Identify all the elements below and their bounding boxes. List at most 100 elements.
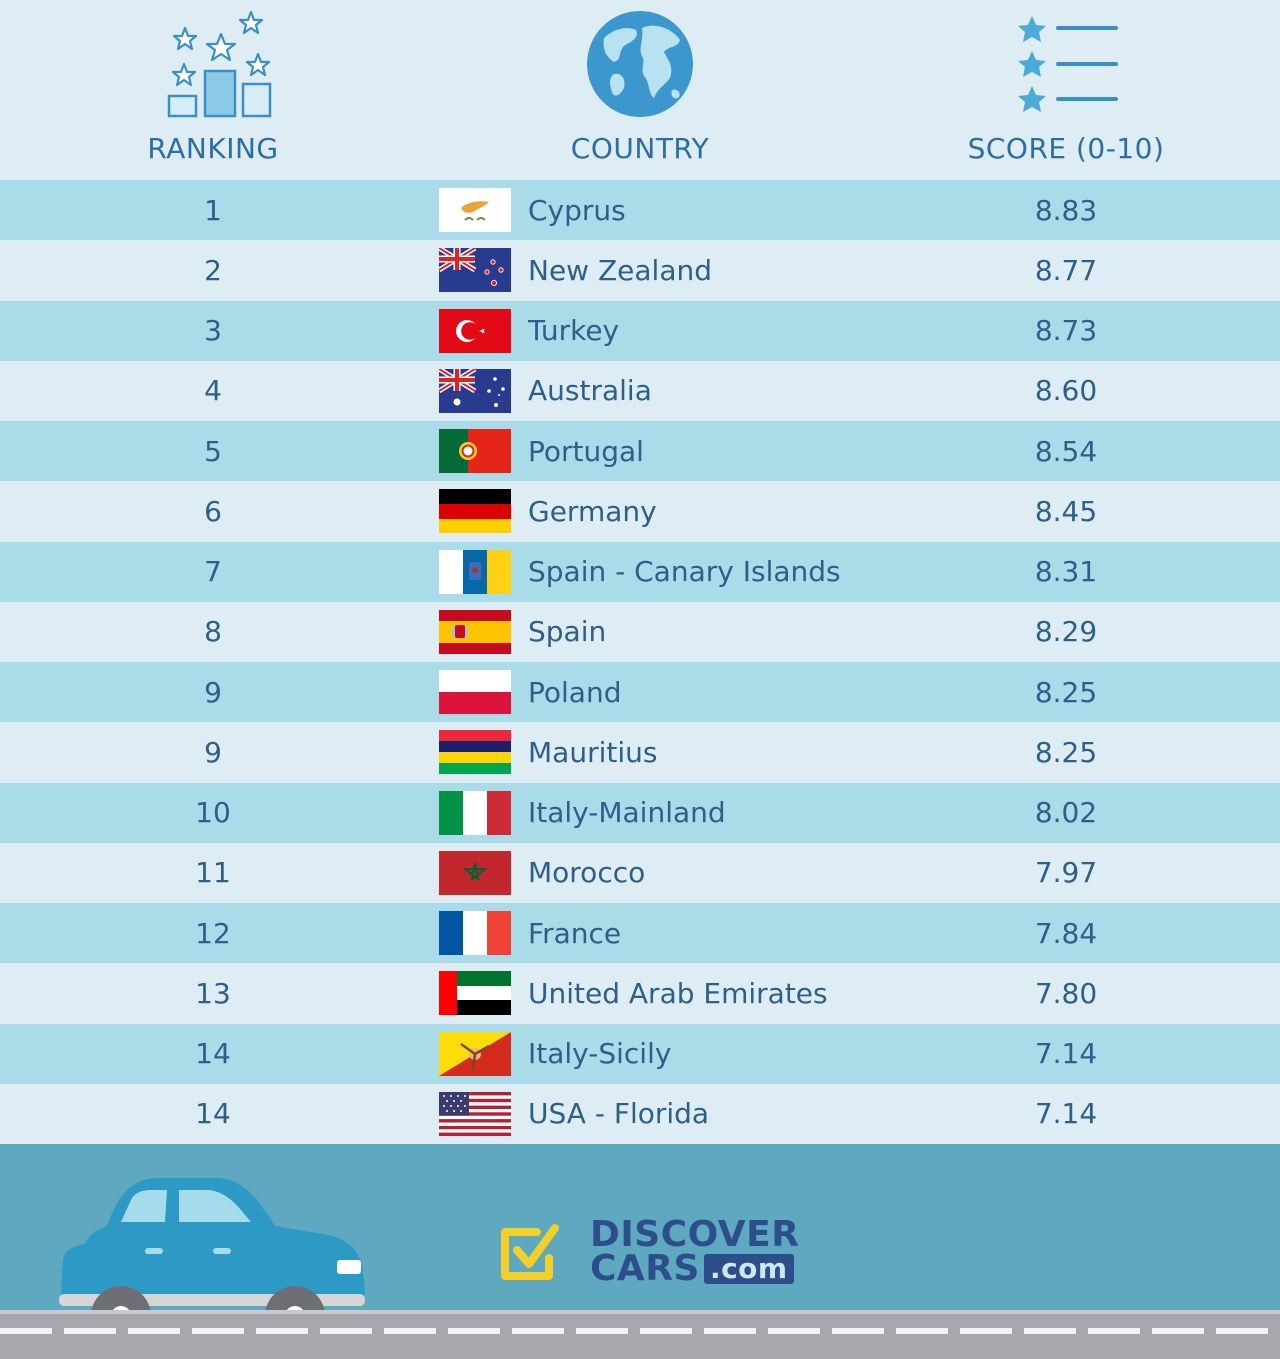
rank-cell: 6 [204,494,222,528]
ranking-column-header: RANKING [73,0,353,180]
country-cell: Italy-Sicily [528,1037,672,1071]
country-cell: Cyprus [528,193,626,227]
score-cell: 8.25 [1034,735,1098,769]
country-cell: Australia [528,374,652,408]
rank-cell: 7 [204,555,222,589]
rank-cell: 10 [195,796,231,830]
score-cell: 8.31 [1034,555,1098,589]
rank-cell: 8 [204,615,222,649]
portugal-flag-icon [439,429,511,474]
rank-cell: 3 [204,314,222,348]
rank-cell: 14 [195,1097,231,1131]
table-row: 2 New Zealand 8.77 [0,240,1280,301]
rank-cell: 12 [195,916,231,950]
footer-banner: DISCOVER CARS .com [0,1144,1280,1359]
country-cell: New Zealand [528,253,712,287]
score-cell: 8.25 [1034,675,1098,709]
score-cell: 8.29 [1034,615,1098,649]
table-row: 5 Portugal 8.54 [0,421,1280,482]
ranking-table: 1 Cyprus 8.83 2 New Zealand 8.77 3 Turkey 8.73 4 A… [0,180,1280,1144]
score-cell: 8.77 [1034,253,1098,287]
table-row: 7 Spain - Canary Islands 8.31 [0,541,1280,602]
score-cell: 8.73 [1034,314,1098,348]
rank-cell: 5 [204,434,222,468]
australia-flag-icon [439,368,511,413]
table-row: 9 Poland 8.25 [0,662,1280,723]
morocco-flag-icon [439,850,511,895]
table-row: 1 Cyprus 8.83 [0,180,1280,241]
score-cell: 8.02 [1034,796,1098,830]
table-row: 3 Turkey 8.73 [0,300,1280,361]
rank-cell: 9 [204,735,222,769]
table-row: 10 Italy-Mainland 8.02 [0,782,1280,843]
logo-line1: DISCOVER [590,1214,800,1255]
country-cell: USA - Florida [528,1097,710,1131]
score-cell: 7.84 [1034,916,1098,950]
country-cell: Portugal [528,434,644,468]
score-header-label: SCORE (0-10) [967,132,1165,165]
rank-cell: 14 [195,1037,231,1071]
canary-islands-flag-icon [439,549,511,594]
country-cell: Turkey [528,314,620,348]
score-column-header: SCORE (0-10) [926,0,1206,180]
table-row: 14 USA - Florida 7.14 [0,1083,1280,1144]
table-row: 4 Australia 8.60 [0,360,1280,421]
poland-flag-icon [439,670,511,715]
country-column-header: COUNTRY [500,0,780,180]
rank-cell: 13 [195,976,231,1010]
country-header-label: COUNTRY [570,132,710,165]
country-cell: United Arab Emirates [528,976,828,1010]
new-zealand-flag-icon [439,248,511,293]
score-cell: 8.54 [1034,434,1098,468]
rank-cell: 1 [204,193,222,227]
country-cell: Morocco [528,856,646,890]
table-row: 11 Morocco 7.97 [0,842,1280,903]
score-cell: 8.60 [1034,374,1098,408]
country-cell: Italy-Mainland [528,796,726,830]
country-cell: Germany [528,494,657,528]
table-row: 13 United Arab Emirates 7.80 [0,963,1280,1024]
usa-flag-icon [439,1091,511,1136]
country-cell: Spain - Canary Islands [528,555,841,589]
logo-suffix: .com [703,1254,794,1284]
mauritius-flag-icon [439,730,511,775]
italy-flag-icon [439,790,511,835]
table-row: 6 Germany 8.45 [0,481,1280,542]
score-cell: 7.14 [1034,1097,1098,1131]
score-cell: 8.83 [1034,193,1098,227]
france-flag-icon [439,911,511,956]
uae-flag-icon [439,971,511,1016]
ranking-header-label: RANKING [147,132,279,165]
check-badge-logo-icon [497,1218,567,1292]
road-lane-markings [0,1328,1280,1334]
table-row: 12 France 7.84 [0,903,1280,964]
rank-cell: 9 [204,675,222,709]
rank-cell: 2 [204,253,222,287]
podium-stars-icon [153,8,273,127]
spain-flag-icon [439,609,511,654]
table-row: 14 Italy-Sicily 7.14 [0,1023,1280,1084]
discovercars-logo: DISCOVER CARS .com [590,1214,800,1289]
country-cell: Spain [528,615,607,649]
score-cell: 7.80 [1034,976,1098,1010]
turkey-flag-icon [439,308,511,353]
score-cell: 7.97 [1034,856,1098,890]
score-cell: 7.14 [1034,1037,1098,1071]
germany-flag-icon [439,489,511,534]
table-header: RANKING COUNTRY [0,0,1280,180]
rank-cell: 4 [204,374,222,408]
sicily-flag-icon [439,1031,511,1076]
cyprus-flag-icon [439,188,511,233]
rank-cell: 11 [195,856,231,890]
road-edge [0,1310,1280,1314]
road [0,1310,1280,1359]
score-cell: 8.45 [1034,494,1098,528]
table-row: 8 Spain 8.29 [0,601,1280,662]
country-cell: France [528,916,622,950]
globe-icon [584,8,696,124]
logo-line2: CARS [590,1248,700,1289]
country-cell: Poland [528,675,622,709]
star-rating-list-icon [1010,8,1122,124]
country-cell: Mauritius [528,735,658,769]
table-row: 9 Mauritius 8.25 [0,722,1280,783]
